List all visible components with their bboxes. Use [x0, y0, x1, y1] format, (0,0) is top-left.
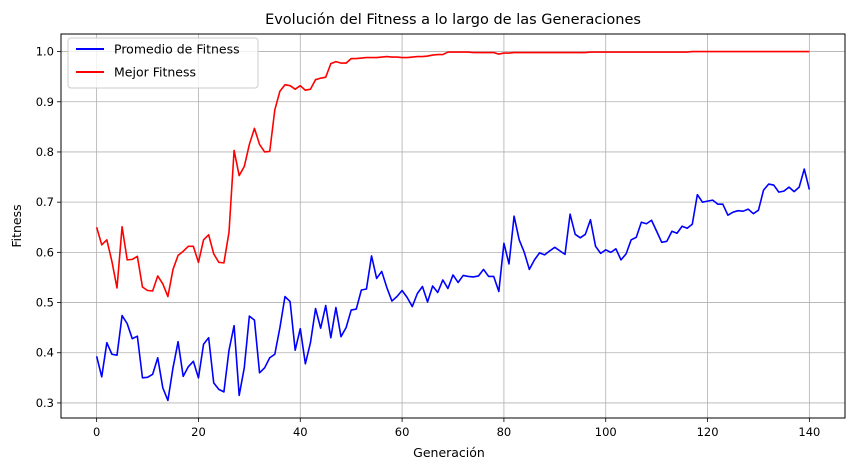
y-axis-label: Fitness: [9, 204, 24, 247]
x-tick-label: 20: [191, 425, 206, 439]
legend: Promedio de Fitness Mejor Fitness: [67, 37, 259, 89]
y-tick-label: 0.7: [36, 195, 54, 209]
y-tick-label: 0.3: [36, 396, 54, 410]
plot-area-frame: [60, 33, 846, 419]
gridlines: [61, 34, 845, 418]
legend-label-promedio: Promedio de Fitness: [114, 42, 240, 57]
x-tick-label: 60: [395, 425, 410, 439]
x-axis-label: Generación: [413, 445, 485, 460]
x-tick-label: 0: [93, 425, 100, 439]
series-line-promedio: [95, 168, 811, 402]
x-tick-label: 140: [798, 425, 820, 439]
legend-box: [67, 37, 259, 89]
series-line-mejor: [95, 50, 810, 298]
y-axis-ticks: 0.3 0.4 0.5 0.6 0.7 0.8 0.9 1.0: [36, 45, 61, 410]
y-tick-label: 0.6: [36, 245, 54, 259]
y-tick-label: 1.0: [36, 45, 54, 59]
y-tick-label: 0.5: [36, 296, 54, 310]
y-tick-label: 0.8: [36, 145, 54, 159]
x-tick-label: 40: [293, 425, 308, 439]
x-axis-ticks: 0 20 40 60 80 100 120 140: [93, 418, 820, 439]
legend-label-mejor: Mejor Fitness: [114, 65, 196, 80]
series-lines: [95, 50, 811, 402]
chart-title: Evolución del Fitness a lo largo de las …: [265, 12, 641, 28]
y-tick-label: 0.9: [36, 95, 54, 109]
x-tick-label: 80: [497, 425, 512, 439]
x-tick-label: 100: [595, 425, 617, 439]
x-tick-label: 120: [697, 425, 719, 439]
y-tick-label: 0.4: [36, 346, 54, 360]
